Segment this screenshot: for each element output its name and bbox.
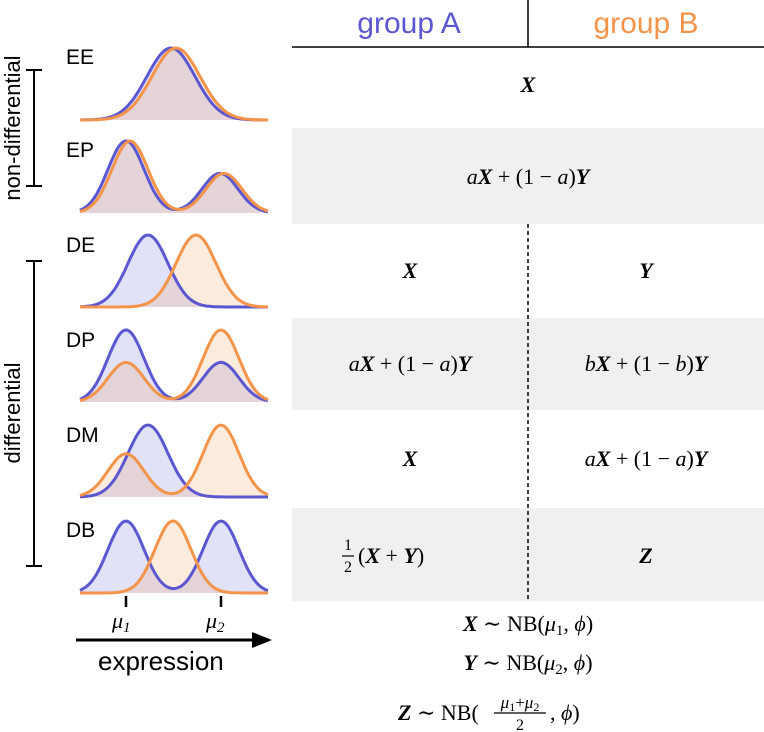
definition-z: Z ∼ NB( μ1+μ2 2 , ϕ) bbox=[397, 693, 580, 732]
cell-db-a: 1 2 (X + Y) bbox=[342, 537, 424, 576]
expression-axis: μ1 μ2 expression bbox=[76, 596, 272, 676]
density-curve-ep-b bbox=[79, 139, 269, 213]
bracket-differential: differential bbox=[0, 260, 42, 567]
cell-dm-a: X bbox=[402, 446, 419, 471]
column-header-group-b: group B bbox=[593, 7, 698, 40]
density-fill-ee-b bbox=[80, 48, 268, 120]
bracket-non-differential: non-differential bbox=[0, 55, 42, 201]
density-fill-ep-b bbox=[80, 141, 268, 213]
tick-mu1: μ1 bbox=[111, 608, 131, 636]
density-fill-de-a bbox=[80, 235, 268, 307]
cell-ee: X bbox=[520, 72, 537, 97]
density-fill-ee-a bbox=[80, 48, 268, 120]
density-curve-db-b bbox=[80, 519, 268, 595]
cell-dp-a: aX + (1 − a)Y bbox=[349, 351, 474, 376]
svg-text:(X + Y): (X + Y) bbox=[358, 543, 424, 568]
density-curve-de-a bbox=[79, 233, 268, 309]
cell-db-b: Z bbox=[638, 543, 652, 568]
density-curve-db-a bbox=[79, 519, 269, 593]
cell-dp-b: bX + (1 − b)Y bbox=[585, 351, 710, 376]
svg-text:μ1+μ2: μ1+μ2 bbox=[500, 693, 540, 714]
cell-de-b: Y bbox=[639, 258, 655, 283]
svg-text:, ϕ): , ϕ) bbox=[550, 700, 580, 725]
density-fill-db-b bbox=[80, 521, 268, 593]
svg-text:2: 2 bbox=[516, 717, 524, 732]
density-curve-dm-a bbox=[79, 423, 268, 499]
row-code-dp: DP bbox=[66, 329, 95, 352]
svg-text:Z ∼ NB(: Z ∼ NB( bbox=[397, 700, 479, 725]
definition-x: X ∼ NB(μ1, ϕ) bbox=[462, 611, 593, 639]
tick-mu2: μ2 bbox=[205, 608, 225, 636]
density-fill-dm-b bbox=[80, 425, 268, 497]
row-code-dm: DM bbox=[66, 424, 99, 447]
row-code-de: DE bbox=[66, 234, 95, 257]
row-code-ep: EP bbox=[66, 139, 94, 162]
density-curve-de-b bbox=[80, 233, 269, 309]
column-header-group-a: group A bbox=[357, 7, 460, 40]
density-fill-ep-a bbox=[80, 141, 268, 213]
axis-label: expression bbox=[98, 646, 224, 676]
cell-dm-b: aX + (1 − a)Y bbox=[585, 446, 710, 471]
svg-text:2: 2 bbox=[344, 559, 352, 576]
density-fill-dm-a bbox=[80, 425, 268, 497]
definition-y: Y ∼ NB(μ2, ϕ) bbox=[463, 650, 592, 678]
bracket-label-differential: differential bbox=[0, 362, 25, 463]
density-curve-ee-b bbox=[80, 46, 269, 122]
row-code-db: DB bbox=[66, 519, 95, 542]
row-code-ee: EE bbox=[66, 46, 94, 69]
density-fill-dp-b bbox=[80, 330, 268, 402]
row-bg-ep bbox=[292, 128, 764, 224]
density-curve-dp-b bbox=[79, 328, 269, 402]
density-curve-dm-b bbox=[79, 423, 269, 497]
axis-arrowhead bbox=[252, 632, 272, 648]
svg-text:1: 1 bbox=[344, 537, 352, 554]
cell-ep: aX + (1 − a)Y bbox=[467, 164, 592, 189]
density-fill-dp-a bbox=[80, 330, 268, 402]
cell-de-a: X bbox=[402, 258, 419, 283]
density-curves bbox=[79, 46, 269, 595]
bracket-label-non-differential: non-differential bbox=[0, 55, 25, 200]
density-fill-db-a bbox=[80, 521, 268, 593]
